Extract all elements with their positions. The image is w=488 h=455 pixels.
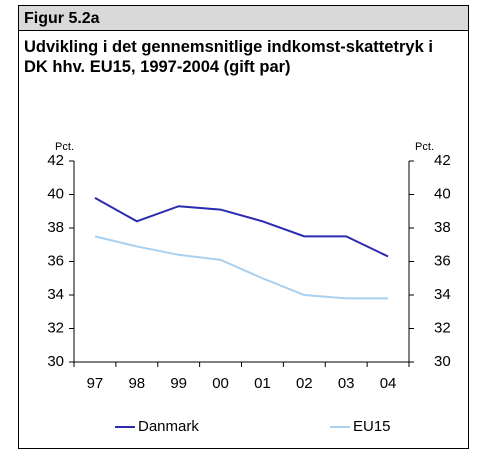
series-line: [94, 235, 389, 300]
figure-label: Figur 5.2a: [19, 6, 468, 31]
x-tick-label: 99: [170, 375, 187, 392]
y-tick-label: 42: [47, 152, 64, 169]
y2-axis-label: Pct.: [415, 141, 434, 153]
y2-tick-label: 42: [434, 152, 451, 169]
legend-label: EU15: [353, 418, 391, 435]
y-tick-label: 40: [47, 185, 64, 202]
x-tick-label: 03: [338, 375, 355, 392]
y-tick-label: 36: [47, 252, 64, 269]
x-tick-label: 97: [87, 375, 104, 392]
series-line: [94, 196, 389, 258]
y2-tick-label: 40: [434, 185, 451, 202]
y-tick-label: 38: [47, 219, 64, 236]
legend-label: Danmark: [138, 418, 199, 435]
x-tick-label: 02: [296, 375, 313, 392]
y2-tick-label: 34: [434, 286, 451, 303]
x-tick-label: 98: [128, 375, 145, 392]
y-tick-label: 30: [47, 353, 64, 370]
figure-frame: Figur 5.2a Udvikling i det gennemsnitlig…: [18, 5, 469, 449]
y-tick-label: 32: [47, 319, 64, 336]
chart-title: Udvikling i det gennemsnitlige indkomst-…: [24, 38, 433, 76]
y-axis-label: Pct.: [55, 141, 74, 153]
y-tick-label: 34: [47, 286, 64, 303]
y2-tick-label: 38: [434, 219, 451, 236]
x-tick-label: 04: [380, 375, 397, 392]
y2-tick-label: 30: [434, 353, 451, 370]
y2-tick-label: 36: [434, 252, 451, 269]
x-tick-label: 01: [254, 375, 271, 392]
x-tick-label: 00: [212, 375, 229, 392]
y2-tick-label: 32: [434, 319, 451, 336]
